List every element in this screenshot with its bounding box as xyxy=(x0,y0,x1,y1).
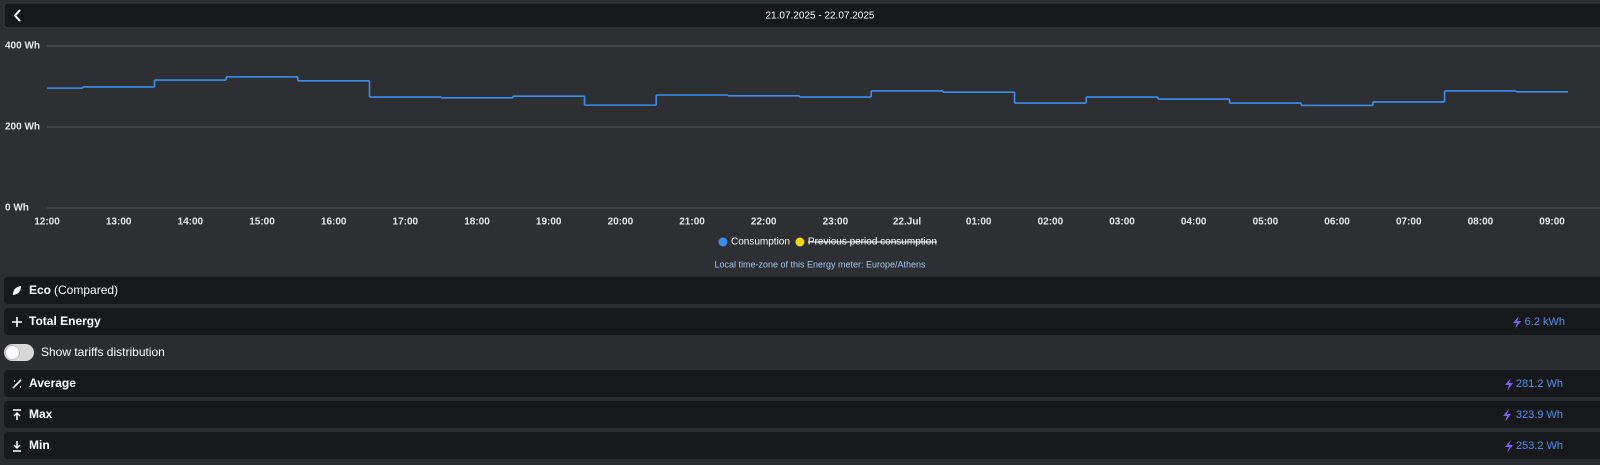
x-tick-label: 06:00 xyxy=(1324,217,1350,228)
total-row[interactable] xyxy=(4,308,1600,335)
x-tick-label: 02:00 xyxy=(1038,217,1064,228)
min-label: Min xyxy=(29,438,50,452)
bolt-icon xyxy=(1505,440,1513,453)
x-tick-label: 08:00 xyxy=(1468,217,1494,228)
header-bar xyxy=(3,2,1600,29)
toggle-label: Show tariffs distribution xyxy=(41,345,165,359)
x-tick-label: 15:00 xyxy=(249,217,275,228)
x-tick-label: 09:00 xyxy=(1539,217,1565,228)
max-label: Max xyxy=(29,407,53,421)
eco-row[interactable] xyxy=(4,277,1600,304)
bolt-icon xyxy=(1513,316,1521,329)
eco-detail: (Compared) xyxy=(54,283,118,297)
bolt-icon xyxy=(1505,378,1513,391)
x-tick-label: 20:00 xyxy=(608,217,634,228)
plus-icon xyxy=(12,317,22,327)
max-row[interactable] xyxy=(4,401,1600,428)
back-button[interactable] xyxy=(13,9,21,22)
max-icon xyxy=(13,409,21,420)
x-tick-label: 22:00 xyxy=(751,217,777,228)
total-value: 6.2 kWh xyxy=(1525,316,1565,328)
x-tick-label: 05:00 xyxy=(1253,217,1279,228)
toggle-knob xyxy=(5,345,20,360)
x-tick-label: 17:00 xyxy=(393,217,419,228)
average-row[interactable] xyxy=(4,370,1600,397)
min-row[interactable] xyxy=(4,432,1600,459)
x-tick-label: 22.Jul xyxy=(893,217,922,228)
min-icon xyxy=(13,441,21,452)
x-tick-label: 16:00 xyxy=(321,217,347,228)
chart-panel xyxy=(0,30,1600,273)
average-label: Average xyxy=(29,376,76,390)
x-tick-label: 13:00 xyxy=(106,217,132,228)
x-tick-label: 12:00 xyxy=(34,217,60,228)
chart: 0 Wh 200 Wh 400 Wh 12:00 13:00 14:00 15:00 16:0… xyxy=(5,41,1600,269)
eco-label: Eco (Compared) xyxy=(29,283,118,297)
legend-swatch xyxy=(718,237,728,247)
y-tick-label: 200 Wh xyxy=(5,122,40,133)
x-tick-label: 23:00 xyxy=(823,217,849,228)
legend-entry: Consumption xyxy=(731,237,790,248)
x-tick-label: 01:00 xyxy=(966,217,992,228)
x-tick-label: 18:00 xyxy=(464,217,490,228)
legend-swatch xyxy=(795,237,805,247)
x-tick-label: 14:00 xyxy=(178,217,204,228)
x-tick-label: 21:00 xyxy=(679,217,705,228)
y-tick-label: 400 Wh xyxy=(5,41,40,52)
max-value: 323.9 Wh xyxy=(1516,409,1563,421)
timezone-note: Local time-zone of this Energy meter: Eu… xyxy=(714,259,926,269)
percent-icon xyxy=(12,379,22,389)
y-tick-label: 0 Wh xyxy=(5,203,29,214)
total-label: Total Energy xyxy=(29,314,101,328)
leaf-icon xyxy=(13,286,21,295)
x-tick-label: 03:00 xyxy=(1109,217,1135,228)
x-tick-label: 19:00 xyxy=(536,217,562,228)
x-tick-label: 07:00 xyxy=(1396,217,1422,228)
x-tick-label: 04:00 xyxy=(1181,217,1207,228)
eco-title: Eco xyxy=(29,283,51,297)
average-value: 281.2 Wh xyxy=(1516,378,1563,390)
legend-entry: Previous period consumption xyxy=(808,237,937,248)
date-range[interactable]: 21.07.2025 - 22.07.2025 xyxy=(766,11,875,22)
bolt-icon xyxy=(1503,409,1511,422)
min-value: 253.2 Wh xyxy=(1516,440,1563,452)
